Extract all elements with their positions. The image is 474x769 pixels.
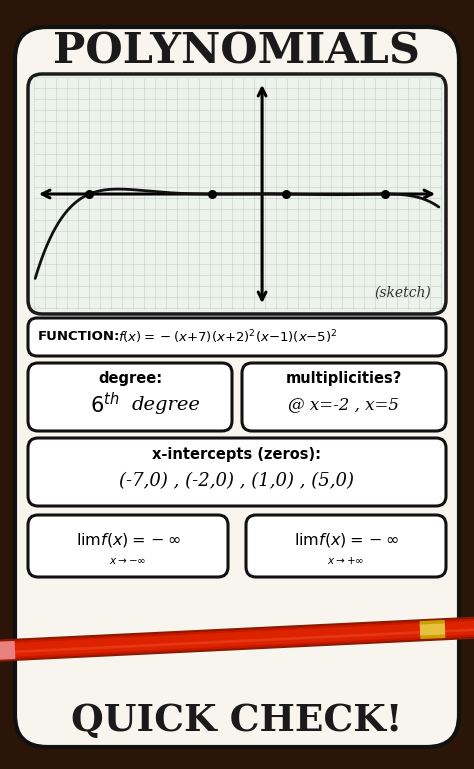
Text: degree: degree (132, 396, 201, 414)
Text: $6^{th}$: $6^{th}$ (90, 392, 119, 418)
FancyBboxPatch shape (28, 438, 446, 506)
Text: POLYNOMIALS: POLYNOMIALS (54, 30, 420, 72)
Text: multiplicities?: multiplicities? (286, 371, 402, 387)
FancyBboxPatch shape (28, 74, 446, 314)
Text: QUICK CHECK!: QUICK CHECK! (71, 703, 403, 740)
Text: x-intercepts (zeros):: x-intercepts (zeros): (153, 447, 321, 461)
Text: $f(x)=-(x{+}7)(x{+}2)^2(x{-}1)(x{-}5)^2$: $f(x)=-(x{+}7)(x{+}2)^2(x{-}1)(x{-}5)^2$ (118, 328, 337, 346)
FancyBboxPatch shape (246, 515, 446, 577)
FancyBboxPatch shape (15, 27, 459, 747)
Text: (sketch): (sketch) (374, 286, 431, 300)
FancyBboxPatch shape (28, 318, 446, 356)
FancyBboxPatch shape (28, 515, 228, 577)
FancyBboxPatch shape (242, 363, 446, 431)
Text: degree:: degree: (98, 371, 162, 387)
FancyBboxPatch shape (28, 363, 232, 431)
Text: FUNCTION:: FUNCTION: (38, 331, 120, 344)
Text: $\lim f(x) = -\infty$: $\lim f(x) = -\infty$ (75, 531, 181, 549)
Text: $x{\rightarrow}{+\infty}$: $x{\rightarrow}{+\infty}$ (328, 555, 365, 567)
Text: $\lim f(x) = -\infty$: $\lim f(x) = -\infty$ (293, 531, 399, 549)
Text: @ x=-2 , x=5: @ x=-2 , x=5 (289, 397, 400, 414)
Text: $x{\rightarrow}{-\infty}$: $x{\rightarrow}{-\infty}$ (109, 556, 146, 566)
Text: (-7,0) , (-2,0) , (1,0) , (5,0): (-7,0) , (-2,0) , (1,0) , (5,0) (119, 472, 355, 490)
